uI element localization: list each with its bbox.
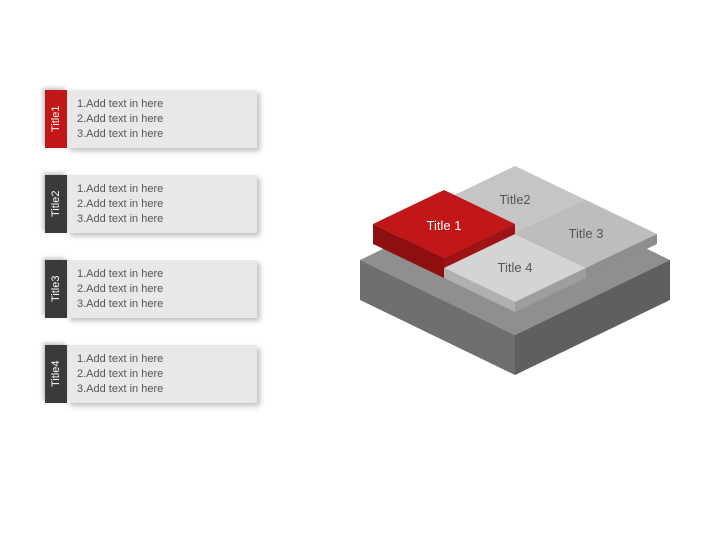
panel-2: Title2 1.Add text in here 2.Add text in he… [45, 175, 257, 233]
panel-tab-3: Title3 [45, 260, 67, 318]
panel-1: Title1 1.Add text in here 2.Add text in he… [45, 90, 257, 148]
panel-2-line-1: 1.Add text in here [77, 183, 247, 195]
panel-box-1: 1.Add text in here 2.Add text in here 3.Ad… [67, 90, 257, 148]
panel-box-4: 1.Add text in here 2.Add text in here 3.Ad… [67, 345, 257, 403]
panel-3-line-1: 1.Add text in here [77, 268, 247, 280]
panel-tab-1: Title1 [45, 90, 67, 148]
tile-label-title4: Title 4 [498, 260, 533, 275]
panel-1-line-1: 1.Add text in here [77, 98, 247, 110]
panel-1-line-3: 3.Add text in here [77, 128, 247, 140]
panel-2-line-3: 3.Add text in here [77, 213, 247, 225]
panel-4-line-3: 3.Add text in here [77, 383, 247, 395]
panel-tab-2: Title2 [45, 175, 67, 233]
panel-3: Title3 1.Add text in here 2.Add text in he… [45, 260, 257, 318]
panel-2-line-2: 2.Add text in here [77, 198, 247, 210]
tile-label-title3: Title 3 [569, 226, 604, 241]
panel-1-line-2: 2.Add text in here [77, 113, 247, 125]
tile-label-title2: Title2 [499, 192, 530, 207]
panel-4-line-2: 2.Add text in here [77, 368, 247, 380]
tile-label-title1: Title 1 [427, 218, 462, 233]
panel-box-2: 1.Add text in here 2.Add text in here 3.Ad… [67, 175, 257, 233]
isometric-tile-diagram: Title2 Title 3 Title 1 Title 4 [340, 100, 690, 420]
panel-3-line-3: 3.Add text in here [77, 298, 247, 310]
panel-box-3: 1.Add text in here 2.Add text in here 3.Ad… [67, 260, 257, 318]
panel-4: Title4 1.Add text in here 2.Add text in he… [45, 345, 257, 403]
panel-tab-4: Title4 [45, 345, 67, 403]
panel-3-line-2: 2.Add text in here [77, 283, 247, 295]
panel-4-line-1: 1.Add text in here [77, 353, 247, 365]
